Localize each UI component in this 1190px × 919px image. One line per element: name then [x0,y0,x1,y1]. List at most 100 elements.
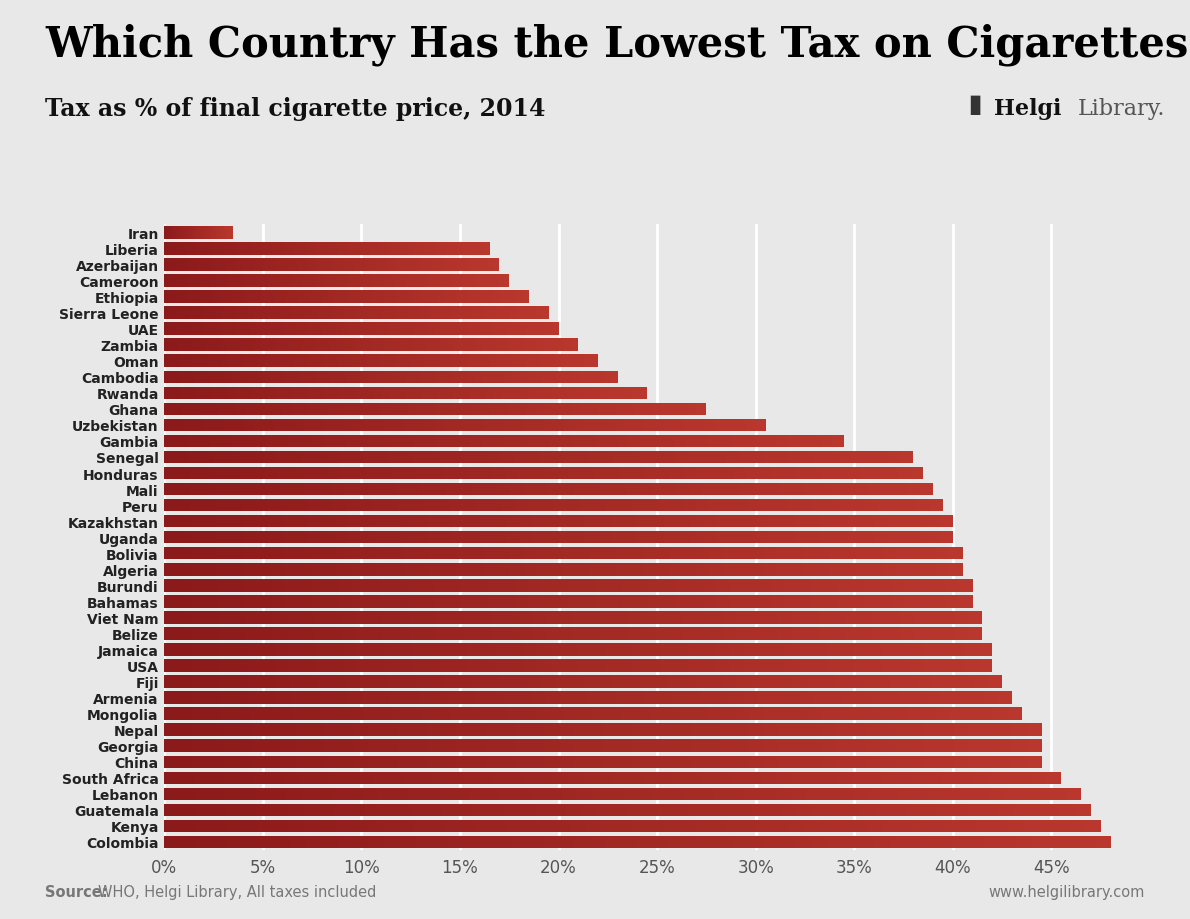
Bar [357,643,371,656]
Bar [436,243,440,255]
Bar [550,436,560,448]
Bar [193,692,207,704]
Bar [679,820,695,833]
Bar [363,788,378,800]
Bar [401,516,414,528]
Bar [651,451,664,464]
Bar [643,772,658,784]
Bar [852,740,866,752]
Bar [280,291,286,303]
Bar [690,723,706,736]
Bar [527,499,540,512]
Bar [515,740,530,752]
Bar [757,596,770,608]
Bar [776,563,790,576]
Bar [300,371,308,383]
Bar [427,531,440,544]
Bar [211,788,225,800]
Bar [358,772,374,784]
Bar [491,275,497,288]
Bar [248,371,255,383]
Bar [194,371,202,383]
Bar [741,483,753,495]
Bar [450,708,464,720]
Bar [553,772,568,784]
Bar [784,467,797,480]
Bar [890,675,904,688]
Bar [647,660,662,672]
Bar [389,291,395,303]
Bar [287,355,294,368]
Bar [987,772,1002,784]
Bar [349,323,355,335]
Bar [615,419,625,432]
Bar [446,323,453,335]
Bar [339,723,355,736]
Bar [519,628,532,640]
Bar [164,339,171,352]
Bar [682,611,696,624]
Bar [526,323,532,335]
Bar [524,772,538,784]
Bar [298,563,311,576]
Bar [300,403,309,415]
Bar [664,516,677,528]
Bar [956,692,970,704]
Bar [245,580,258,592]
Bar [211,804,226,816]
Bar [209,436,221,448]
Bar [446,243,451,255]
Bar [374,355,381,368]
Bar [633,660,647,672]
Bar [676,419,685,432]
Bar [566,387,575,400]
Bar [959,596,972,608]
Bar [913,692,927,704]
Bar [164,772,180,784]
Bar [683,563,696,576]
Bar [261,660,275,672]
Bar [674,804,689,816]
Bar [426,339,433,352]
Bar [463,772,478,784]
Bar [453,355,461,368]
Bar [590,548,603,560]
Bar [418,275,422,288]
Bar [193,275,199,288]
Bar [347,692,362,704]
Bar [365,804,381,816]
Bar [838,596,851,608]
Bar [676,723,690,736]
Bar [432,259,438,271]
Bar [594,467,607,480]
Bar [177,596,192,608]
Bar [427,755,441,768]
Bar [474,243,478,255]
Bar [232,436,244,448]
Bar [998,692,1012,704]
Bar [230,531,243,544]
Bar [290,403,300,415]
Bar [650,708,664,720]
Bar [206,660,219,672]
Bar [220,692,234,704]
Bar [369,723,383,736]
Bar [192,660,206,672]
Bar [215,355,223,368]
Bar [333,499,346,512]
Bar [194,755,208,768]
Bar [458,804,474,816]
Bar [649,820,664,833]
Bar [502,387,511,400]
Bar [401,531,414,544]
Bar [362,692,376,704]
Bar [451,611,464,624]
Bar [491,611,505,624]
Bar [750,723,764,736]
Bar [852,755,866,768]
Bar [338,835,353,848]
Bar [858,835,873,848]
Bar [232,596,245,608]
Bar [389,387,397,400]
Bar [294,499,307,512]
